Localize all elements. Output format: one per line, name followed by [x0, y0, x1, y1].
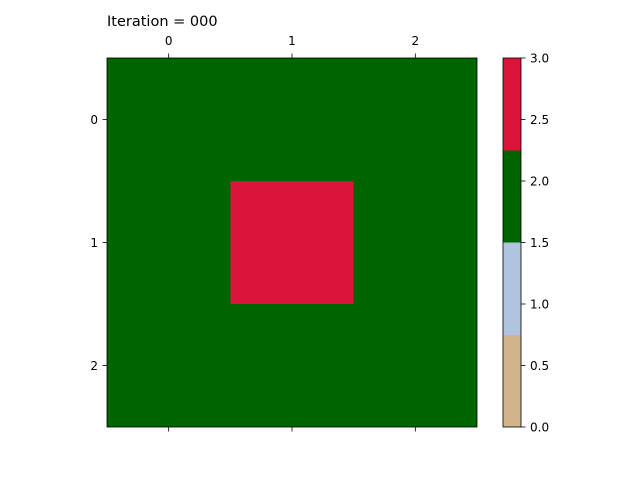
heatmap-cell-r1-c0	[107, 181, 231, 304]
heatmap-cell-r0-c0	[107, 58, 231, 181]
colorbar-ticks: 0.0 0.5 1.0 1.5 2.0 2.5 3.0	[521, 52, 549, 435]
heatmap-cell-r2-c1	[230, 304, 354, 427]
colorbar	[503, 58, 521, 427]
colorbar-band-2	[503, 150, 521, 243]
x-tick-label: 0	[165, 34, 173, 48]
colorbar-tick-label: 0.5	[530, 359, 549, 373]
colorbar-band-0	[503, 334, 521, 427]
colorbar-tick-label: 0.0	[530, 421, 549, 435]
heatmap-cell-r2-c2	[353, 304, 477, 427]
colorbar-tick-label: 1.5	[530, 236, 549, 250]
heatmap-cell-r0-c2	[353, 58, 477, 181]
heatmap-cell-r1-c2	[353, 181, 477, 304]
y-axis-ticks: 0 1 2	[90, 113, 107, 373]
colorbar-tick-label: 2.0	[530, 175, 549, 189]
x-axis-ticks: 0 1 2	[165, 34, 419, 432]
colorbar-tick-label: 2.5	[530, 113, 549, 127]
colorbar-tick-label: 3.0	[530, 52, 549, 66]
colorbar-tick-label: 1.0	[530, 298, 549, 312]
x-tick-label: 2	[412, 34, 420, 48]
heatmap-cells	[107, 58, 477, 427]
chart-title: Iteration = 000	[107, 14, 218, 30]
x-tick-label: 1	[288, 34, 296, 48]
heatmap-cell-r2-c0	[107, 304, 231, 427]
y-tick-label: 2	[90, 359, 98, 373]
heatmap-cell-r0-c1	[230, 58, 354, 181]
y-tick-label: 1	[90, 236, 98, 250]
heatmap-cell-r1-c1	[230, 181, 354, 304]
y-tick-label: 0	[90, 113, 98, 127]
colorbar-band-3	[503, 58, 521, 151]
colorbar-band-1	[503, 242, 521, 335]
